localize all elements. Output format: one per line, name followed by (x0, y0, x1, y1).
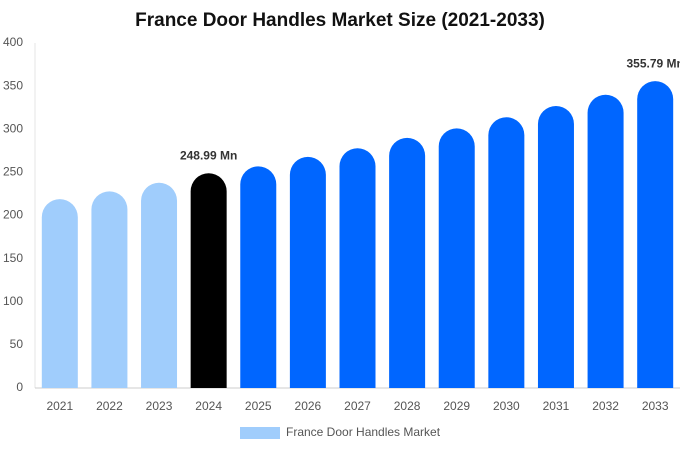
bar (637, 81, 674, 388)
x-tick-label: 2023 (146, 399, 173, 413)
legend-swatch (240, 427, 280, 439)
bar (141, 182, 178, 388)
bar (190, 173, 227, 388)
bar (587, 94, 624, 388)
x-tick-label: 2021 (46, 399, 73, 413)
x-tick-label: 2024 (195, 399, 222, 413)
y-tick-label: 350 (3, 78, 23, 92)
bar (389, 137, 426, 388)
y-tick-label: 0 (16, 380, 23, 394)
value-label: 355.79 Mn (627, 56, 680, 70)
legend-label: France Door Handles Market (286, 425, 441, 439)
x-tick-label: 2033 (642, 399, 669, 413)
bar (438, 128, 475, 388)
x-tick-label: 2031 (543, 399, 570, 413)
y-tick-label: 200 (3, 208, 23, 222)
x-tick-label: 2025 (245, 399, 272, 413)
value-label: 248.99 Mn (180, 148, 237, 162)
x-tick-label: 2032 (592, 399, 619, 413)
y-tick-label: 150 (3, 251, 23, 265)
y-tick-label: 300 (3, 121, 23, 135)
bar (537, 105, 574, 389)
bar (41, 199, 78, 388)
x-tick-label: 2030 (493, 399, 520, 413)
bar (289, 156, 326, 388)
x-tick-label: 2029 (443, 399, 470, 413)
bar (339, 148, 376, 388)
x-tick-label: 2028 (394, 399, 421, 413)
bar (240, 166, 277, 388)
y-tick-label: 250 (3, 165, 23, 179)
x-tick-label: 2026 (295, 399, 322, 413)
y-tick-label: 100 (3, 294, 23, 308)
chart-title: France Door Handles Market Size (2021-20… (135, 10, 545, 31)
bar (91, 191, 128, 388)
y-tick-label: 400 (3, 35, 23, 49)
x-tick-label: 2022 (96, 399, 123, 413)
y-tick-label: 50 (10, 337, 24, 351)
bar (488, 117, 525, 388)
x-tick-label: 2027 (344, 399, 371, 413)
